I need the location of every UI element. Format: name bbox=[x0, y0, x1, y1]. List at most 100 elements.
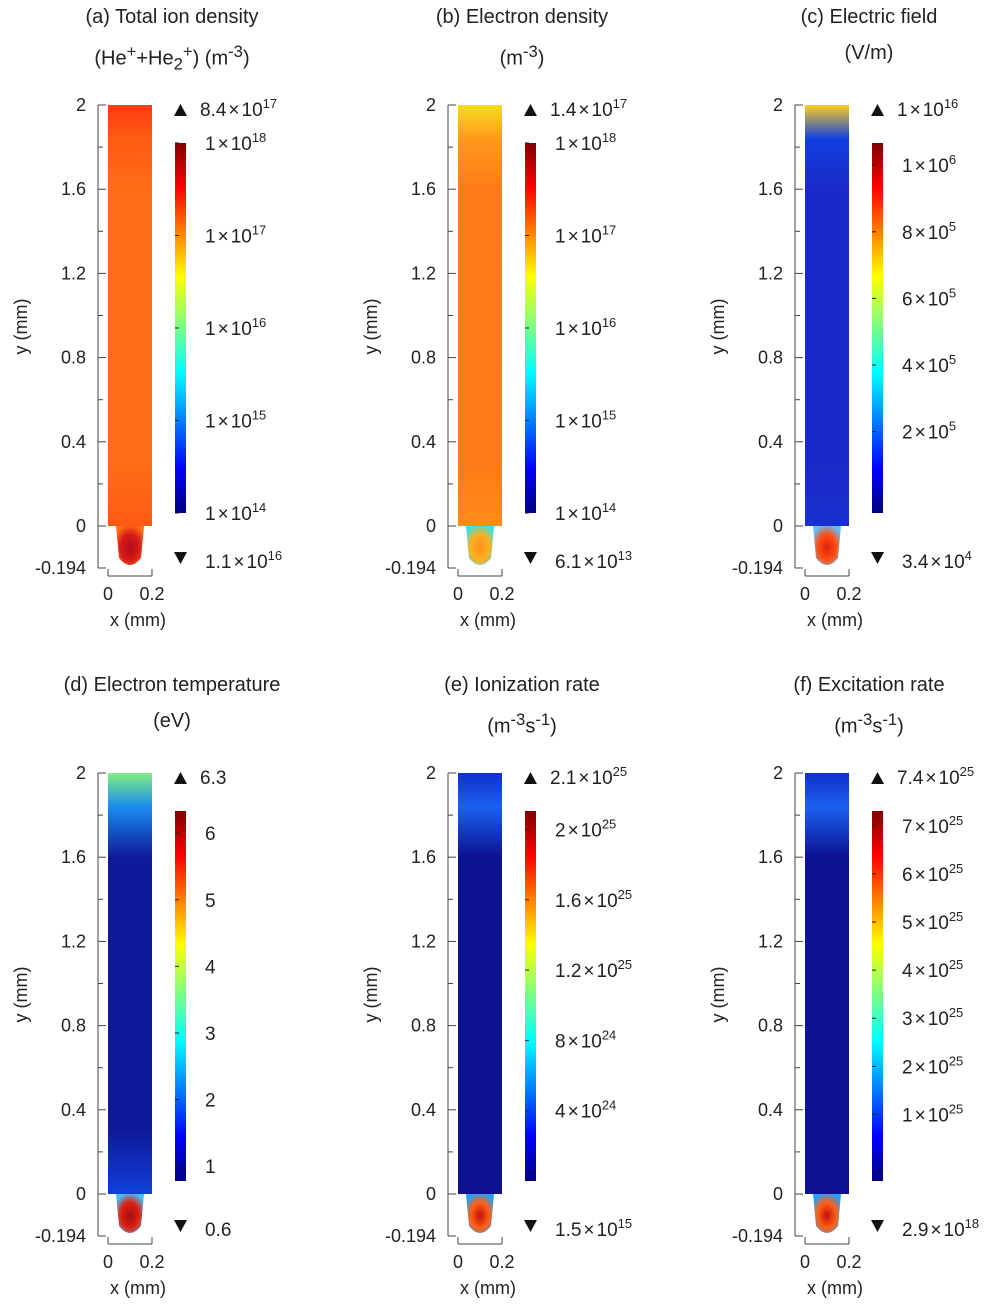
colorbar-max-label: 1.4 × 1017 bbox=[550, 96, 627, 121]
y-tick-label: 1.6 bbox=[758, 847, 783, 867]
y-tick-label: 1.2 bbox=[411, 263, 436, 283]
field-map bbox=[805, 773, 849, 1194]
chart-title: (a) Total ion density bbox=[85, 6, 259, 28]
colorbar-min-label: 0.6 bbox=[205, 1220, 231, 1241]
y-axis-label: y (mm) bbox=[708, 967, 728, 1023]
x-axis-label: x (mm) bbox=[110, 610, 166, 630]
chart-units: (m-3s-1) bbox=[834, 710, 904, 738]
x-axis-label: x (mm) bbox=[460, 610, 516, 630]
max-marker-icon bbox=[174, 104, 187, 116]
x-tick-label: 0 bbox=[103, 584, 113, 604]
y-tick-label: -0.194 bbox=[35, 1226, 86, 1246]
colorbar-tick-label: 2 × 1025 bbox=[902, 1053, 963, 1078]
y-tick-label: 2 bbox=[426, 95, 436, 115]
y-axis-label: y (mm) bbox=[361, 967, 381, 1023]
y-axis-label: y (mm) bbox=[11, 967, 31, 1023]
y-tick-label: 1.6 bbox=[758, 179, 783, 199]
colorbar-min-label: 1.5 × 1015 bbox=[555, 1216, 632, 1241]
chart-units: (He++He2+) (m-3) bbox=[94, 42, 250, 74]
colorbar-tick-label: 6 bbox=[205, 824, 216, 845]
chart-panel: (b) Electron density (m-3) 2 1.6 1.2 0.8 0.4 0-… bbox=[350, 0, 647, 636]
colorbar-tick-label: 1 × 1017 bbox=[555, 223, 616, 248]
x-axis-label: x (mm) bbox=[110, 1278, 166, 1298]
chart-units: (eV) bbox=[153, 710, 191, 732]
min-marker-icon bbox=[524, 1220, 537, 1232]
max-marker-icon bbox=[524, 104, 537, 116]
colorbar-tick-label: 6 × 1025 bbox=[902, 861, 963, 886]
tip-region bbox=[813, 526, 841, 565]
y-tick-label: 1.2 bbox=[411, 931, 436, 951]
max-marker-icon bbox=[871, 104, 884, 116]
y-tick-label: 0.4 bbox=[411, 1100, 436, 1120]
colorbar-tick-label: 4 × 1025 bbox=[902, 957, 963, 982]
y-tick-label: 0.4 bbox=[758, 1100, 783, 1120]
y-tick-label: 1.6 bbox=[61, 179, 86, 199]
y-tick-label: 1.6 bbox=[411, 179, 436, 199]
y-tick-label: 0.8 bbox=[758, 1016, 783, 1036]
colorbar-tick-label: 1 × 1016 bbox=[205, 315, 266, 340]
chart-units: (m-3s-1) bbox=[487, 710, 557, 738]
y-tick-label: 0.8 bbox=[411, 348, 436, 368]
y-tick-label: -0.194 bbox=[732, 1226, 783, 1246]
y-tick-label: 2 bbox=[76, 763, 86, 783]
x-tick-label: 0.2 bbox=[836, 584, 861, 604]
chart-svg: 2 1.6 1.2 0.8 0.4 0 -0.194 y (mm) 0 0.2 x (mm) 7.4 ×… bbox=[708, 763, 979, 1298]
colorbar bbox=[525, 143, 536, 513]
y-tick-label: 0.4 bbox=[411, 432, 436, 452]
min-marker-icon bbox=[174, 1220, 187, 1232]
max-marker-icon bbox=[871, 772, 884, 784]
y-tick-label: 0.8 bbox=[758, 348, 783, 368]
field-map bbox=[108, 105, 152, 526]
colorbar-tick-label: 1 × 106 bbox=[902, 152, 956, 177]
colorbar-max-label: 2.1 × 1025 bbox=[550, 764, 627, 789]
y-tick-label: 0.8 bbox=[61, 1016, 86, 1036]
chart-svg: 2 1.6 1.2 0.8 0.4 0 -0.194 y (mm) 0 0.2 x (mm) 2.1 ×… bbox=[361, 763, 632, 1298]
chart-svg: 2 1.6 1.2 0.8 0.4 0 -0.194 y (mm) 0 0.2 x (mm) 6.3 0… bbox=[11, 763, 231, 1298]
tip-region bbox=[466, 1194, 494, 1233]
colorbar-tick-label: 1 × 1015 bbox=[555, 408, 616, 433]
y-tick-label: 1.2 bbox=[758, 263, 783, 283]
colorbar bbox=[525, 811, 536, 1181]
y-tick-label: 1.6 bbox=[411, 847, 436, 867]
x-tick-label: 0.2 bbox=[489, 1252, 514, 1272]
tip-region bbox=[116, 526, 144, 565]
colorbar-tick-label: 3 bbox=[205, 1024, 216, 1045]
y-tick-label: 0 bbox=[426, 1184, 436, 1204]
chart-title: (e) Ionization rate bbox=[444, 674, 600, 696]
chart-svg: 2 1.6 1.2 0.8 0.4 0 -0.194 y (mm) 0 0.2 x (mm) 8.4 ×… bbox=[11, 95, 282, 630]
field-map bbox=[805, 105, 849, 526]
y-tick-label: 0 bbox=[773, 516, 783, 536]
y-tick-label: 2 bbox=[76, 95, 86, 115]
max-marker-icon bbox=[524, 772, 537, 784]
tip-region bbox=[813, 1194, 841, 1233]
y-tick-label: 0 bbox=[426, 516, 436, 536]
colorbar-min-label: 6.1 × 1013 bbox=[555, 548, 632, 573]
x-tick-label: 0.2 bbox=[836, 1252, 861, 1272]
colorbar-tick-label: 6 × 105 bbox=[902, 285, 956, 310]
colorbar bbox=[872, 143, 883, 513]
max-marker-icon bbox=[174, 772, 187, 784]
tip-region bbox=[116, 1194, 144, 1233]
x-tick-label: 0 bbox=[800, 584, 810, 604]
min-marker-icon bbox=[871, 1220, 884, 1232]
colorbar-tick-label: 5 bbox=[205, 891, 216, 912]
y-tick-label: 1.2 bbox=[758, 931, 783, 951]
colorbar-tick-label: 1 × 1025 bbox=[902, 1101, 963, 1126]
y-axis-label: y (mm) bbox=[361, 299, 381, 355]
field-map bbox=[458, 105, 502, 526]
min-marker-icon bbox=[524, 552, 537, 564]
colorbar-tick-label: 8 × 105 bbox=[902, 219, 956, 244]
y-tick-label: 0.4 bbox=[61, 432, 86, 452]
chart-title: (f) Excitation rate bbox=[793, 674, 945, 696]
colorbar-tick-label: 2 bbox=[205, 1091, 216, 1112]
colorbar-min-label: 3.4 × 104 bbox=[902, 548, 972, 573]
colorbar-tick-label: 5 × 1025 bbox=[902, 909, 963, 934]
chart-panel: (c) Electric field (V/m) 2 1.6 1.2 0.8 0.4 0 -0.… bbox=[697, 0, 994, 636]
y-tick-label: 1.2 bbox=[61, 263, 86, 283]
colorbar-tick-label: 1 × 1018 bbox=[555, 130, 616, 155]
x-tick-label: 0 bbox=[453, 584, 463, 604]
y-tick-label: 2 bbox=[773, 763, 783, 783]
y-tick-label: 1.2 bbox=[61, 931, 86, 951]
colorbar-min-label: 2.9 × 1018 bbox=[902, 1216, 979, 1241]
colorbar-tick-label: 2 × 105 bbox=[902, 419, 956, 444]
